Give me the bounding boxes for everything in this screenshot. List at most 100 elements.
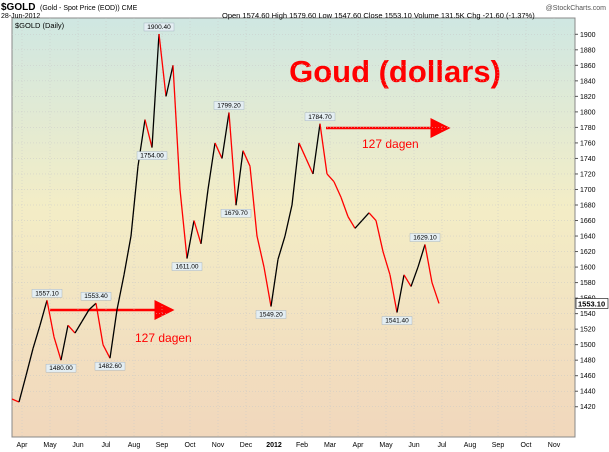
last-label: 1553.10 xyxy=(578,299,605,308)
label-box xyxy=(136,151,168,160)
price-segment xyxy=(11,398,20,403)
price-segment xyxy=(431,282,440,304)
price-segment xyxy=(417,244,426,268)
label-box xyxy=(94,361,126,371)
price-segment xyxy=(144,119,153,148)
y-tick-label: 1540 xyxy=(580,311,596,318)
x-tick-label: Apr xyxy=(353,442,365,449)
price-segment xyxy=(60,325,69,361)
subtitle: (Gold - Spot Price (EOD)) CME xyxy=(40,5,138,12)
label-box xyxy=(220,209,252,218)
label-box xyxy=(255,310,287,319)
value-label: 1799.20 xyxy=(217,103,241,110)
x-tick-label: Feb xyxy=(296,442,308,449)
price-segment xyxy=(326,173,335,183)
price-segment xyxy=(116,274,125,310)
value-label: 1482.60 xyxy=(98,363,122,370)
price-segment xyxy=(340,197,349,217)
price-segment xyxy=(193,220,202,244)
price-segment xyxy=(81,309,90,322)
price-segment xyxy=(179,189,188,259)
price-segment xyxy=(102,344,111,359)
annotation-title: Goud (dollars) xyxy=(289,54,501,89)
value-label: 1754.00 xyxy=(140,153,164,160)
price-segment xyxy=(312,123,321,175)
label-box xyxy=(409,233,441,242)
x-tick-label: Jun xyxy=(408,442,419,449)
value-label: 1541.40 xyxy=(385,318,409,325)
x-tick-label: Jun xyxy=(72,442,83,449)
price-segment xyxy=(172,65,181,190)
price-segment xyxy=(214,142,223,159)
price-segment xyxy=(53,336,62,361)
value-label: 1557.10 xyxy=(35,290,59,297)
price-segment xyxy=(32,325,41,349)
label-box xyxy=(31,289,63,298)
quote: Open 1574.60 High 1579.60 Low 1547.60 Cl… xyxy=(222,11,535,20)
value-label: 1611.00 xyxy=(175,264,198,271)
value-label: 1549.20 xyxy=(259,311,283,318)
label-box xyxy=(45,363,77,373)
x-tick-label: Aug xyxy=(464,442,477,449)
price-segment xyxy=(74,321,83,334)
x-tick-label: Oct xyxy=(521,442,532,449)
price-segment xyxy=(256,235,265,268)
annotation: 127 dagen xyxy=(362,137,419,151)
price-segment xyxy=(270,259,279,307)
price-segment xyxy=(200,189,209,244)
price-segment xyxy=(347,216,356,229)
y-tick-label: 1800 xyxy=(580,109,596,116)
x-tick-label: Apr xyxy=(17,442,29,449)
y-tick-label: 1420 xyxy=(580,404,596,411)
x-tick-label: Sep xyxy=(156,442,169,449)
price-segment xyxy=(95,303,104,345)
x-tick-label: Mar xyxy=(324,442,337,449)
x-tick-label: Jul xyxy=(102,442,111,449)
price-segment xyxy=(123,235,132,275)
x-tick-label: Nov xyxy=(212,442,225,449)
price-segment xyxy=(235,150,244,206)
price-segment xyxy=(130,166,139,237)
price-segment xyxy=(109,309,118,359)
y-tick-label: 1520 xyxy=(580,327,596,334)
y-tick-label: 1880 xyxy=(580,47,596,54)
y-tick-label: 1720 xyxy=(580,171,596,178)
y-tick-label: 1820 xyxy=(580,94,596,101)
price-segment xyxy=(410,266,419,287)
x-tick-label: Nov xyxy=(548,442,561,449)
price-segment xyxy=(67,324,76,334)
price-segment xyxy=(158,33,167,97)
y-tick-label: 1840 xyxy=(580,78,596,85)
price-segment xyxy=(333,181,342,198)
price-segment xyxy=(39,300,48,326)
price-segment xyxy=(354,220,363,229)
y-tick-label: 1600 xyxy=(580,265,596,272)
label-box xyxy=(304,112,336,121)
value-label: 1553.40 xyxy=(84,293,108,300)
x-tick-label: May xyxy=(379,442,393,449)
price-segment xyxy=(305,158,314,175)
value-label: 1784.70 xyxy=(308,114,332,121)
price-segment xyxy=(18,375,27,403)
y-tick-label: 1680 xyxy=(580,202,596,209)
y-tick-label: 1460 xyxy=(580,373,596,380)
y-tick-label: 1580 xyxy=(580,280,596,287)
y-tick-label: 1640 xyxy=(580,234,596,241)
y-tick-label: 1700 xyxy=(580,187,596,194)
y-tick-label: 1620 xyxy=(580,249,596,256)
price-segment xyxy=(298,142,307,159)
y-tick-label: 1900 xyxy=(580,32,596,39)
last-box xyxy=(575,298,609,309)
title: $GOLD xyxy=(1,2,35,13)
price-segment xyxy=(361,212,370,221)
price-segment xyxy=(221,112,230,159)
x-tick-label: Jul xyxy=(438,442,447,449)
label-box xyxy=(213,101,245,110)
price-segment xyxy=(424,244,433,283)
y-tick-label: 1760 xyxy=(580,140,596,147)
date: 28-Jun-2012 xyxy=(1,13,40,20)
price-segment xyxy=(403,274,412,287)
x-tick-label: May xyxy=(43,442,57,449)
legend-label: $GOLD (Daily) xyxy=(15,21,65,30)
